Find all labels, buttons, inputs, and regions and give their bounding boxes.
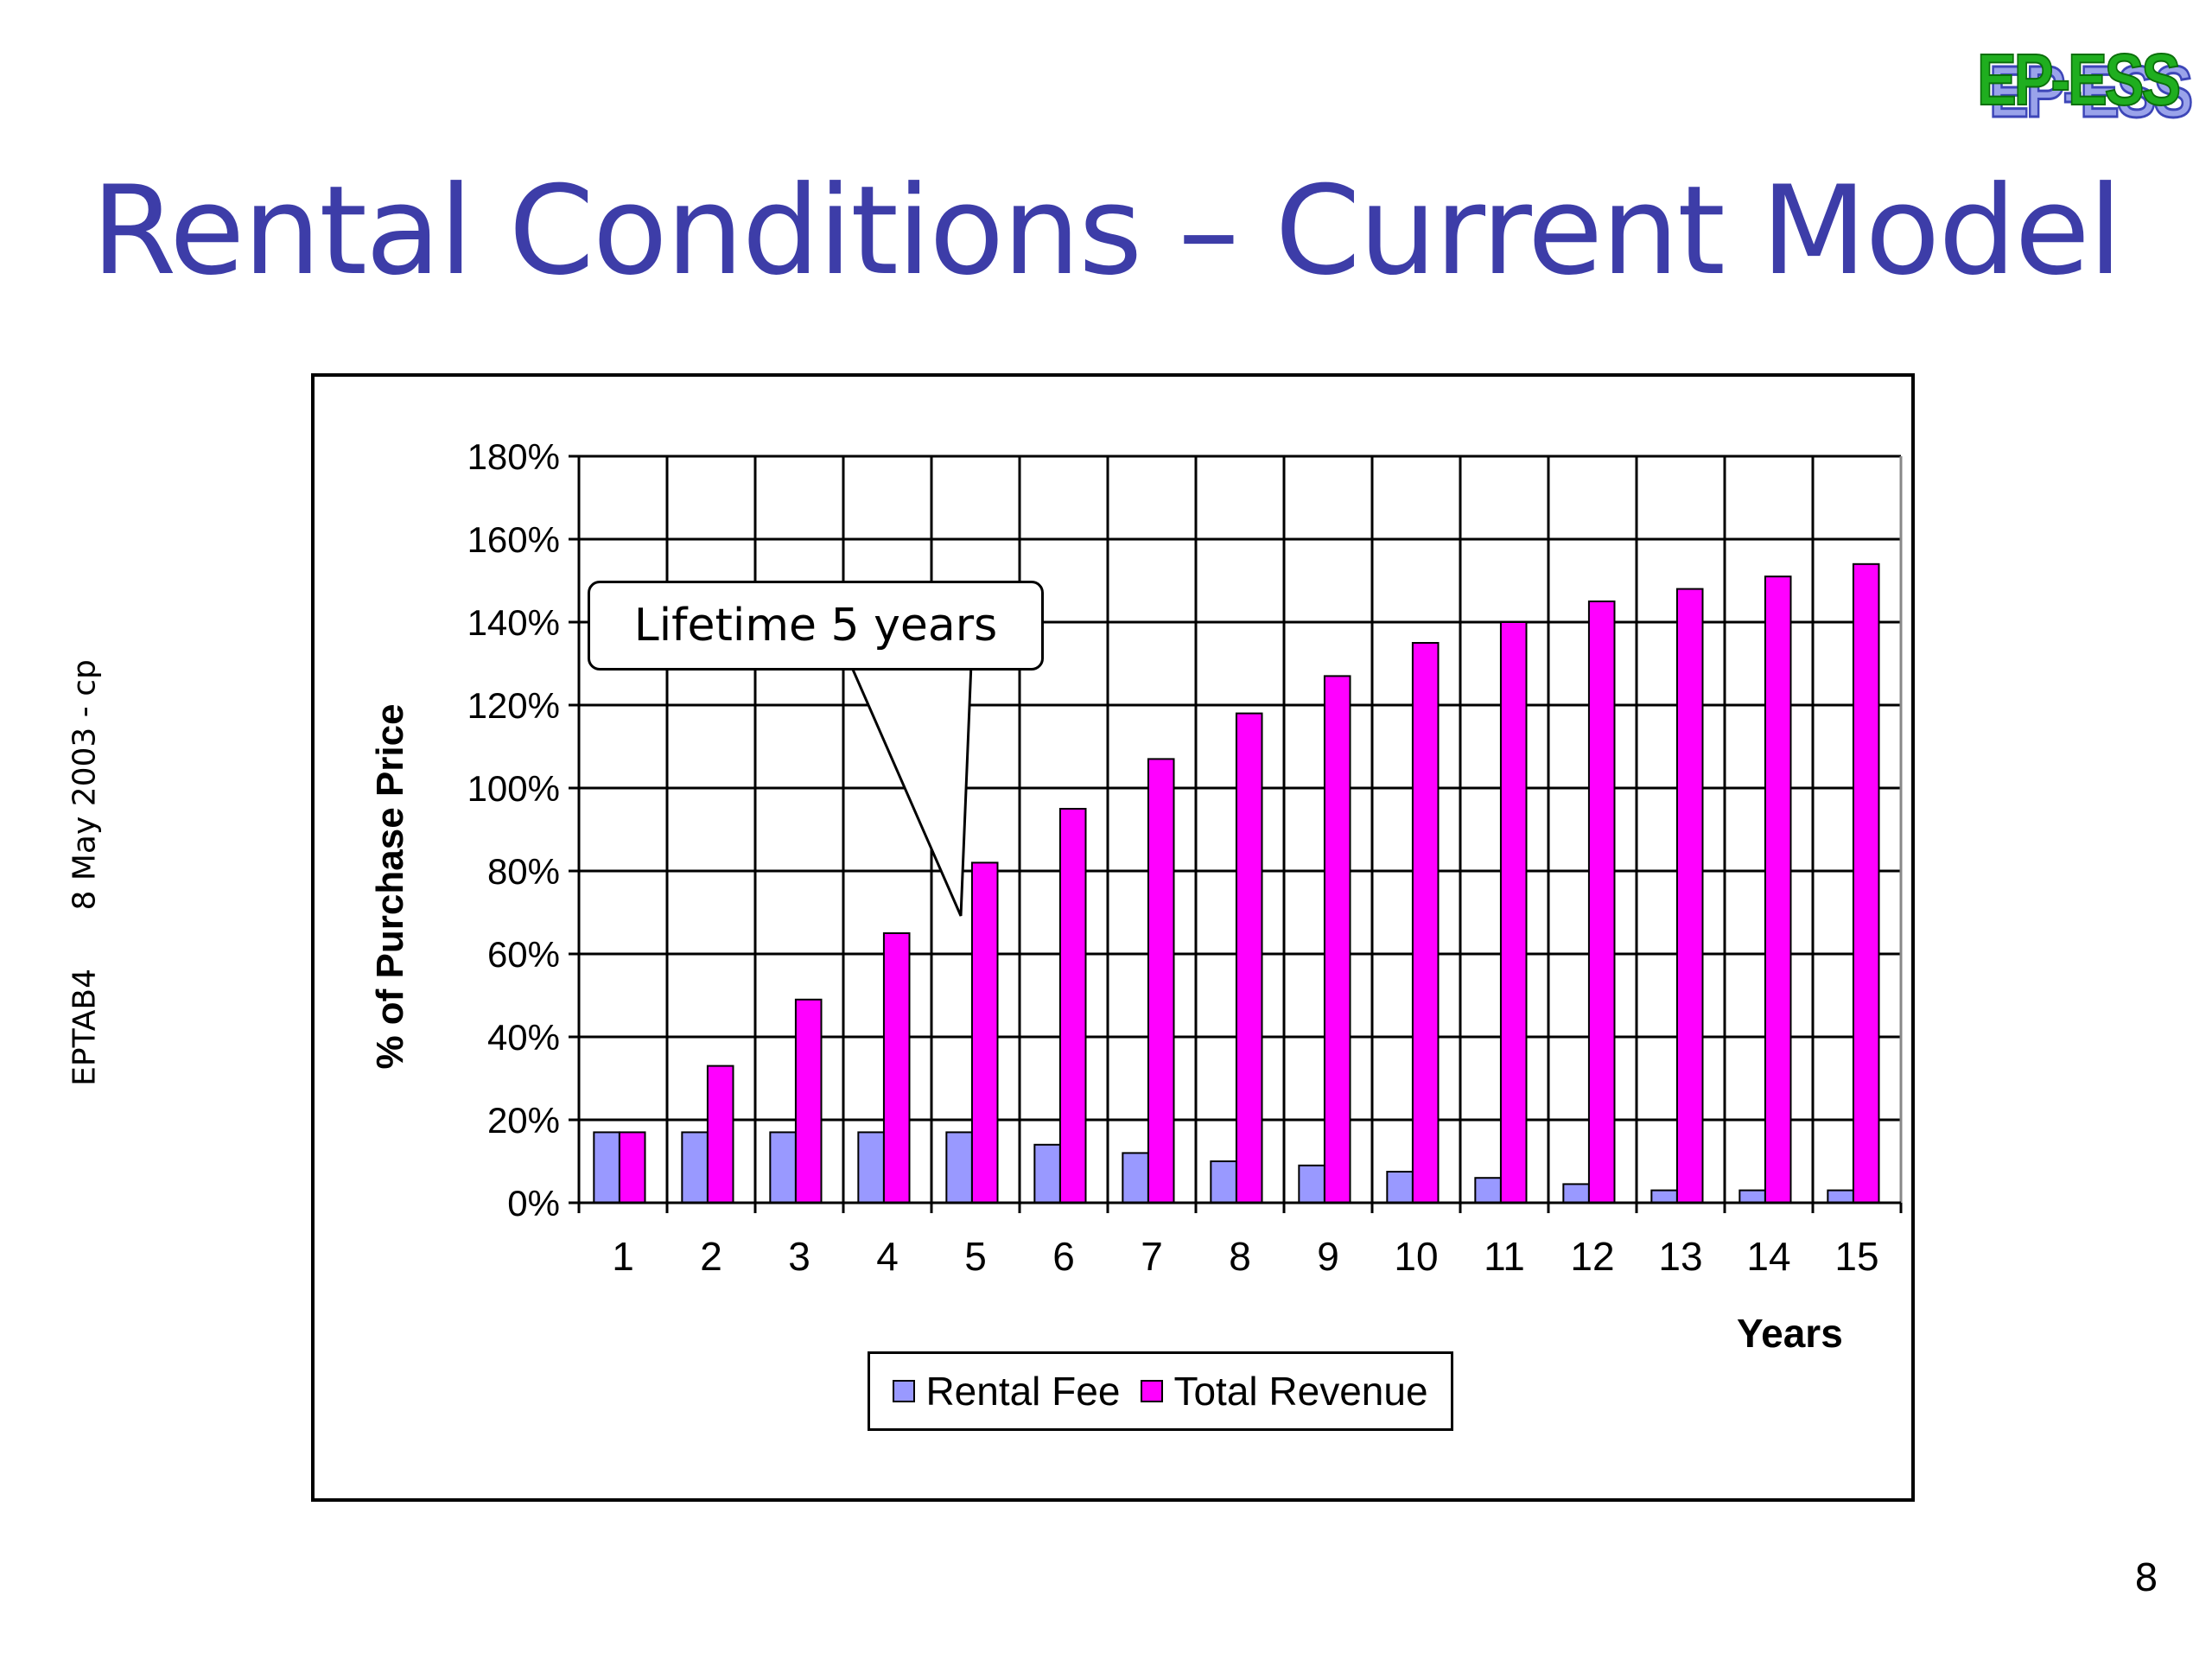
x-tick-label: 4 <box>876 1234 899 1279</box>
bar-rental-fee <box>593 1131 620 1205</box>
bar-total-revenue <box>970 861 999 1205</box>
y-tick-label: 140% <box>467 602 560 643</box>
bar-rental-fee <box>945 1131 973 1205</box>
x-tick-label: 5 <box>964 1234 987 1279</box>
legend-item-total-revenue: Total Revenue <box>1141 1368 1428 1414</box>
bar-total-revenue <box>1499 621 1528 1204</box>
bar-rental-fee <box>1210 1160 1237 1204</box>
bar-total-revenue <box>1411 642 1440 1204</box>
side-footer-left: EPTAB4 <box>67 968 103 1086</box>
chart: 0%20%40%60%80%100%120%140%160%180%1 2 3 4 5 6… <box>467 436 1903 1279</box>
x-tick-label: 11 <box>1484 1234 1525 1279</box>
x-tick-label: 15 <box>1834 1234 1878 1279</box>
x-tick-label: 6 <box>1052 1234 1075 1279</box>
bar-rental-fee <box>1122 1152 1149 1205</box>
y-tick-label: 120% <box>467 685 560 726</box>
x-axis-title: Years <box>1737 1311 1843 1356</box>
bar-total-revenue <box>1764 575 1792 1204</box>
bar-total-revenue <box>1147 758 1175 1204</box>
logo-text: EP-ESS <box>1976 39 2182 120</box>
legend-label-total-revenue: Total Revenue <box>1173 1369 1428 1414</box>
page-number: 8 <box>2134 1556 2158 1600</box>
bar-total-revenue <box>618 1131 646 1205</box>
x-tick-label: 2 <box>700 1234 722 1279</box>
logo: EP-ESS EP-ESS <box>1976 39 2194 147</box>
bar-total-revenue <box>794 998 823 1204</box>
slide-title: Rental Conditions – Current Model <box>91 160 2123 302</box>
x-tick-label: 12 <box>1570 1234 1614 1279</box>
bar-rental-fee <box>769 1131 797 1205</box>
x-tick-label: 8 <box>1229 1234 1251 1279</box>
logo-shadow: EP-ESS <box>1988 51 2195 132</box>
bar-total-revenue <box>1323 675 1351 1204</box>
bar-rental-fee <box>1298 1164 1325 1204</box>
side-footer: EPTAB4 8 May 2003 - cp <box>67 635 103 1110</box>
y-tick-label: 0% <box>507 1183 560 1224</box>
bar-total-revenue <box>1852 563 1880 1205</box>
bar-rental-fee <box>857 1131 885 1205</box>
legend-item-rental-fee: Rental Fee <box>893 1368 1120 1414</box>
y-tick-label: 40% <box>487 1017 560 1058</box>
y-tick-label: 60% <box>487 934 560 975</box>
y-tick-label: 80% <box>487 851 560 892</box>
y-tick-label: 160% <box>467 519 560 560</box>
x-tick-label: 7 <box>1141 1234 1163 1279</box>
bar-total-revenue <box>706 1065 734 1204</box>
bar-total-revenue <box>1587 601 1616 1204</box>
legend-swatch-rental-fee <box>893 1380 916 1402</box>
chart-frame: 0% 20% 40% 60% 80% 100% 120% 140% 160% 180% 1 2 3 4 5 6… <box>311 373 1915 1502</box>
bar-total-revenue <box>1675 588 1704 1205</box>
x-tick-label: 3 <box>788 1234 810 1279</box>
bar-total-revenue <box>1058 808 1087 1204</box>
annotation-callout: Lifetime 5 years <box>588 581 1044 671</box>
x-tick-label: 1 <box>612 1234 634 1279</box>
x-tick-label: 10 <box>1394 1234 1438 1279</box>
x-tick-label: 9 <box>1317 1234 1339 1279</box>
x-tick-label: 13 <box>1658 1234 1702 1279</box>
bar-total-revenue <box>882 932 911 1204</box>
y-tick-label: 20% <box>487 1100 560 1141</box>
bar-rental-fee <box>1738 1189 1766 1204</box>
side-footer-right: 8 May 2003 - cp <box>67 659 103 911</box>
bar-rental-fee <box>1386 1171 1414 1204</box>
legend-swatch-total-revenue <box>1141 1380 1164 1402</box>
legend: Rental Fee Total Revenue <box>868 1351 1453 1431</box>
bar-rental-fee <box>1650 1189 1678 1204</box>
bar-rental-fee <box>1033 1143 1061 1204</box>
bar-rental-fee <box>1474 1177 1502 1205</box>
x-tick-label: 14 <box>1746 1234 1790 1279</box>
legend-label-rental-fee: Rental Fee <box>925 1369 1121 1414</box>
y-axis-title: % of Purchase Price <box>369 703 411 1070</box>
annotation-text: Lifetime 5 years <box>633 600 998 652</box>
bar-rental-fee <box>1827 1189 1854 1204</box>
y-tick-label: 100% <box>467 768 560 809</box>
y-tick-label: 180% <box>467 436 560 477</box>
bar-rental-fee <box>681 1131 709 1205</box>
bar-rental-fee <box>1562 1183 1590 1205</box>
bar-total-revenue <box>1235 712 1263 1205</box>
